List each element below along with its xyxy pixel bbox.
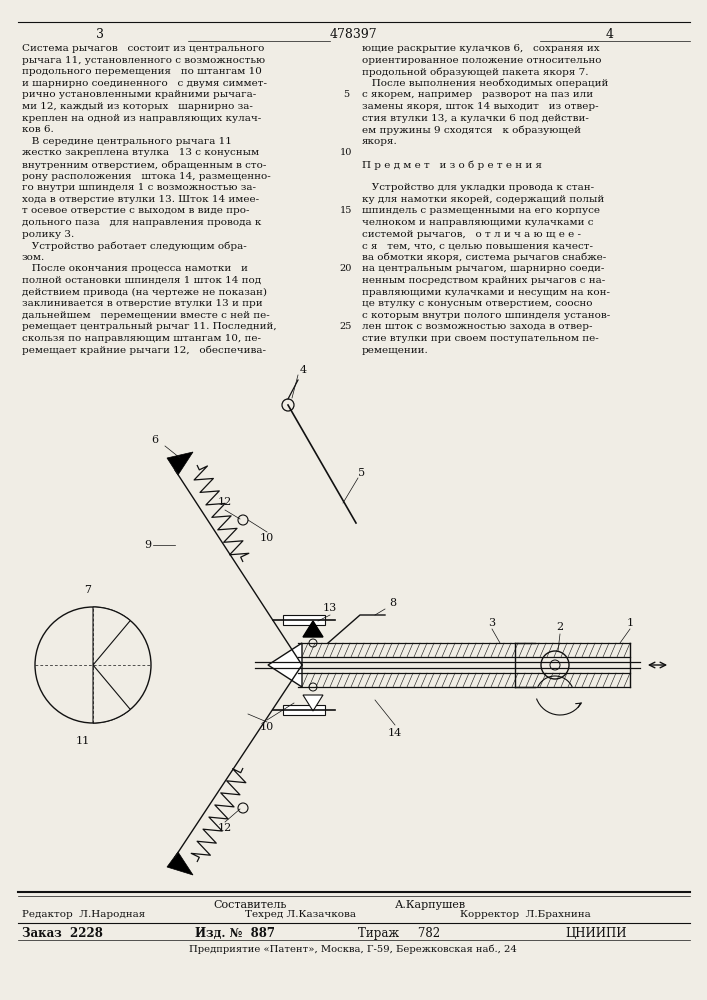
Text: действием привода (на чертеже не показан): действием привода (на чертеже не показан…: [22, 288, 267, 297]
Text: лен шток с возможностью захода в отвер-: лен шток с возможностью захода в отвер-: [362, 322, 592, 331]
Text: го внутри шпинделя 1 с возможностью за-: го внутри шпинделя 1 с возможностью за-: [22, 183, 256, 192]
Text: 10: 10: [340, 148, 352, 157]
Text: Система рычагов   состоит из центрального: Система рычагов состоит из центрального: [22, 44, 264, 53]
Polygon shape: [167, 852, 193, 875]
Text: зом.: зом.: [22, 253, 45, 262]
Text: с которым внутри полого шпинделя установ-: с которым внутри полого шпинделя установ…: [362, 311, 610, 320]
Polygon shape: [303, 695, 323, 711]
Text: 15: 15: [340, 206, 352, 215]
Text: 12: 12: [218, 823, 232, 833]
Text: 9: 9: [144, 540, 151, 550]
Text: шпиндель с размещенными на его корпусе: шпиндель с размещенными на его корпусе: [362, 206, 600, 215]
Text: ва обмотки якоря, система рычагов снабже-: ва обмотки якоря, система рычагов снабже…: [362, 253, 606, 262]
Polygon shape: [303, 621, 323, 637]
Text: якоря.: якоря.: [362, 137, 398, 146]
Text: с я   тем, что, с целью повышения качест-: с я тем, что, с целью повышения качест-: [362, 241, 593, 250]
Text: 8: 8: [390, 598, 397, 608]
Text: 6: 6: [151, 435, 158, 445]
Text: це втулку с конусным отверстием, соосно: це втулку с конусным отверстием, соосно: [362, 299, 592, 308]
Text: Предприятие «Патент», Москва, Г-59, Бережковская наб., 24: Предприятие «Патент», Москва, Г-59, Бере…: [189, 945, 517, 954]
Text: 7: 7: [85, 585, 91, 595]
Text: ремещает крайние рычаги 12,   обеспечива-: ремещает крайние рычаги 12, обеспечива-: [22, 346, 266, 355]
Text: и шарнирно соединенного   с двумя симмет-: и шарнирно соединенного с двумя симмет-: [22, 79, 267, 88]
Text: внутренним отверстием, обращенным в сто-: внутренним отверстием, обращенным в сто-: [22, 160, 267, 169]
Text: рычага 11, установленного с возможностью: рычага 11, установленного с возможностью: [22, 56, 265, 65]
Text: 10: 10: [260, 533, 274, 543]
Bar: [283, 705, 325, 715]
Text: ку для намотки якорей, содержащий полый: ку для намотки якорей, содержащий полый: [362, 195, 604, 204]
Text: дольного паза   для направления провода к: дольного паза для направления провода к: [22, 218, 262, 227]
Text: 3: 3: [489, 618, 496, 628]
Text: рично установленными крайними рычага-: рично установленными крайними рычага-: [22, 90, 256, 99]
Text: заклинивается в отверстие втулки 13 и при: заклинивается в отверстие втулки 13 и пр…: [22, 299, 262, 308]
Text: Корректор  Л.Брахнина: Корректор Л.Брахнина: [460, 910, 591, 919]
Text: креплен на одной из направляющих кулач-: креплен на одной из направляющих кулач-: [22, 114, 262, 123]
Text: ЦНИИПИ: ЦНИИПИ: [565, 927, 626, 940]
Polygon shape: [167, 452, 193, 475]
Wedge shape: [93, 665, 130, 723]
Bar: [283, 615, 325, 625]
Text: ориентированное положение относительно: ориентированное положение относительно: [362, 56, 602, 65]
Text: 2: 2: [556, 622, 563, 632]
Text: полной остановки шпинделя 1 шток 14 под: полной остановки шпинделя 1 шток 14 под: [22, 276, 261, 285]
Text: П р е д м е т   и з о б р е т е н и я: П р е д м е т и з о б р е т е н и я: [362, 160, 542, 169]
Text: А.Карпушев: А.Карпушев: [395, 900, 466, 910]
Text: стие втулки при своем поступательном пе-: стие втулки при своем поступательном пе-: [362, 334, 599, 343]
Text: т осевое отверстие с выходом в виде про-: т осевое отверстие с выходом в виде про-: [22, 206, 250, 215]
Text: После окончания процесса намотки   и: После окончания процесса намотки и: [22, 264, 248, 273]
Text: После выполнения необходимых операций: После выполнения необходимых операций: [362, 79, 609, 88]
Text: 13: 13: [323, 603, 337, 613]
Text: ремещает центральный рычаг 11. Последний,: ремещает центральный рычаг 11. Последний…: [22, 322, 276, 331]
Text: Устройство работает следующим обра-: Устройство работает следующим обра-: [22, 241, 247, 251]
Text: ремещении.: ремещении.: [362, 346, 428, 355]
Text: 3: 3: [96, 28, 104, 41]
Text: замены якоря, шток 14 выходит   из отвер-: замены якоря, шток 14 выходит из отвер-: [362, 102, 599, 111]
Text: Техред Л.Казачкова: Техред Л.Казачкова: [245, 910, 356, 919]
Text: 4: 4: [300, 365, 307, 375]
Text: 12: 12: [218, 497, 232, 507]
Text: дальнейшем   перемещении вместе с ней пе-: дальнейшем перемещении вместе с ней пе-: [22, 311, 270, 320]
Text: 1: 1: [626, 618, 633, 628]
Text: ми 12, каждый из которых   шарнирно за-: ми 12, каждый из которых шарнирно за-: [22, 102, 253, 111]
Text: хода в отверстие втулки 13. Шток 14 имее-: хода в отверстие втулки 13. Шток 14 имее…: [22, 195, 259, 204]
Text: ков 6.: ков 6.: [22, 125, 54, 134]
Wedge shape: [93, 607, 130, 665]
Text: ненным посредством крайних рычагов с на-: ненным посредством крайних рычагов с на-: [362, 276, 605, 285]
Text: челноком и направляющими кулачками с: челноком и направляющими кулачками с: [362, 218, 593, 227]
Text: В середине центрального рычага 11: В середине центрального рычага 11: [22, 137, 232, 146]
Text: 14: 14: [388, 728, 402, 738]
Text: 4: 4: [606, 28, 614, 41]
Text: продольной образующей пакета якоря 7.: продольной образующей пакета якоря 7.: [362, 67, 588, 77]
Text: 10: 10: [260, 722, 274, 732]
Text: рону расположения   штока 14, размещенно-: рону расположения штока 14, размещенно-: [22, 172, 271, 181]
Text: 25: 25: [340, 322, 352, 331]
Text: Изд. №  887: Изд. № 887: [195, 927, 275, 940]
Text: 5: 5: [343, 90, 349, 99]
Text: 11: 11: [76, 736, 90, 746]
Text: продольного перемещения   по штангам 10: продольного перемещения по штангам 10: [22, 67, 262, 76]
Text: ем пружины 9 сходятся   к образующей: ем пружины 9 сходятся к образующей: [362, 125, 581, 135]
Polygon shape: [268, 643, 302, 687]
Text: правляющими кулачками и несущим на кон-: правляющими кулачками и несущим на кон-: [362, 288, 610, 297]
Text: Составитель: Составитель: [214, 900, 286, 910]
Text: жестко закреплена втулка   13 с конусным: жестко закреплена втулка 13 с конусным: [22, 148, 259, 157]
Text: Заказ  2228: Заказ 2228: [22, 927, 103, 940]
Text: стия втулки 13, а кулачки 6 под действи-: стия втулки 13, а кулачки 6 под действи-: [362, 114, 589, 123]
Text: ющие раскрытие кулачков 6,   сохраняя их: ющие раскрытие кулачков 6, сохраняя их: [362, 44, 600, 53]
Text: системой рычагов,   о т л и ч а ю щ е е -: системой рычагов, о т л и ч а ю щ е е -: [362, 230, 581, 239]
Text: Редактор  Л.Народная: Редактор Л.Народная: [22, 910, 145, 919]
Text: Устройство для укладки провода к стан-: Устройство для укладки провода к стан-: [362, 183, 594, 192]
Text: Тираж     782: Тираж 782: [358, 927, 440, 940]
Text: с якорем, например   разворот на паз или: с якорем, например разворот на паз или: [362, 90, 593, 99]
Text: 478397: 478397: [329, 28, 377, 41]
Text: на центральным рычагом, шарнирно соеди-: на центральным рычагом, шарнирно соеди-: [362, 264, 604, 273]
Text: ролику 3.: ролику 3.: [22, 230, 74, 239]
Text: 20: 20: [340, 264, 352, 273]
Text: 5: 5: [358, 468, 366, 478]
Text: скользя по направляющим штангам 10, пе-: скользя по направляющим штангам 10, пе-: [22, 334, 261, 343]
